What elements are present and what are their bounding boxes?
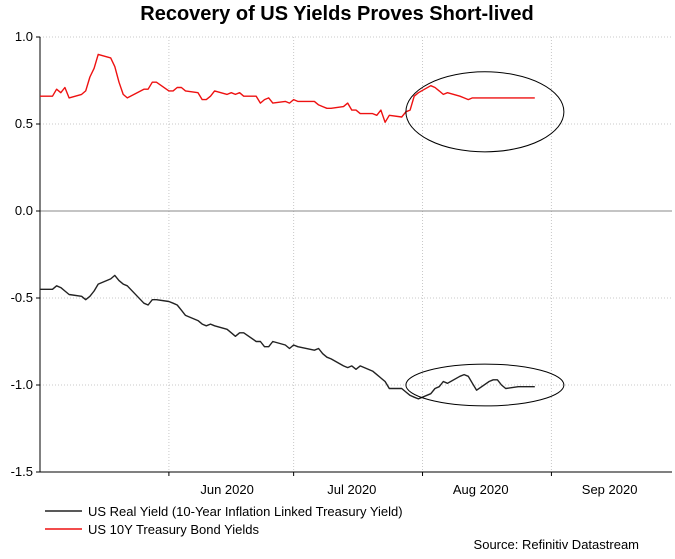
y-tick-label: -1.0 [11,377,33,392]
y-tick-label: -1.5 [11,464,33,479]
legend-label-10y-yield: US 10Y Treasury Bond Yields [88,522,260,537]
highlight-ellipse-real-yield [405,363,565,407]
y-tick-label: 1.0 [15,29,33,44]
highlight-ellipse-10y-yield [405,71,565,153]
annotations [405,71,565,407]
x-axis-ticks: Jun 2020 Jul 2020 Aug 2020 Sep 2020 [200,482,637,497]
axes [39,37,672,476]
x-tick-label: Sep 2020 [582,482,638,497]
series-line-real-yield [40,274,535,400]
source-note: Source: Refinitiv Datastream [474,537,639,552]
x-tick-label: Aug 2020 [453,482,509,497]
y-tick-label: -0.5 [11,290,33,305]
y-tick-label: 0.5 [15,116,33,131]
chart-title: Recovery of US Yields Proves Short-lived [140,3,533,25]
legend: US Real Yield (10-Year Inflation Linked … [45,504,403,537]
x-tick-label: Jun 2020 [200,482,254,497]
x-tick-label: Jul 2020 [327,482,376,497]
legend-label-real-yield: US Real Yield (10-Year Inflation Linked … [88,504,403,519]
y-tick-label: 0.0 [15,203,33,218]
y-axis-ticks: 1.0 0.5 0.0 -0.5 -1.0 -1.5 [11,29,40,479]
series-lines [40,53,535,400]
series-line-10y-yield [40,53,535,124]
gridlines [40,36,672,473]
